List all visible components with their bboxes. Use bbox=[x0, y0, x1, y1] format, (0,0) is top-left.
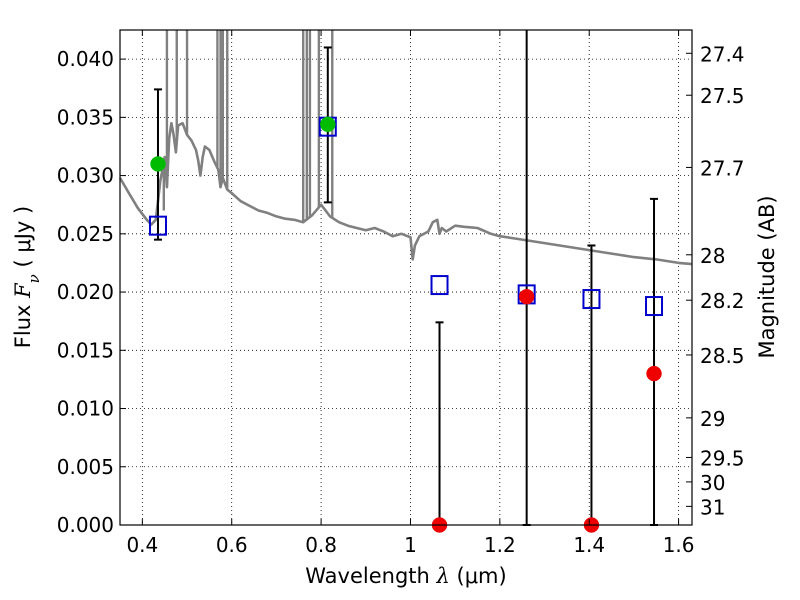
mag-tick-label: 29.5 bbox=[700, 446, 745, 470]
y-tick-label: 0.030 bbox=[57, 164, 114, 188]
grid-layer bbox=[120, 30, 692, 526]
y-right-axis-label: Magnitude (AB) bbox=[755, 195, 779, 358]
x-tick-label: 1.6 bbox=[663, 533, 695, 557]
y-tick-label: 0.015 bbox=[57, 338, 114, 362]
flux-square-marker bbox=[645, 296, 664, 317]
mag-tick-label: 29 bbox=[700, 407, 725, 431]
model-spectrum bbox=[118, 30, 693, 266]
flux-circle-marker bbox=[320, 116, 336, 133]
x-tick-label: 1 bbox=[404, 533, 417, 557]
y-tick-label: 0.035 bbox=[57, 105, 114, 129]
y-axis-label: Flux Fν ( μJy ) bbox=[11, 206, 43, 348]
mag-tick-label: 28 bbox=[700, 244, 725, 268]
y-axis-label-symbol: F bbox=[11, 282, 35, 299]
model-spectrum-line bbox=[118, 121, 693, 266]
y-tick-label: 0.025 bbox=[57, 222, 114, 246]
tick-layer: 0.4 0.6 0.8 1 1.2 1.4 1.6 0.000 0.005 0.010 0.015 0… bbox=[57, 30, 745, 557]
y-axis-label-prefix: Flux bbox=[11, 298, 35, 348]
y-tick-label: 0.020 bbox=[57, 280, 114, 304]
flux-circle-marker bbox=[150, 156, 166, 172]
mag-tick-label: 30 bbox=[700, 471, 725, 495]
x-tick-label: 0.6 bbox=[216, 533, 248, 557]
x-tick-label: 1.2 bbox=[484, 533, 516, 557]
mag-tick-label: 27.5 bbox=[700, 84, 745, 108]
x-axis-label: Wavelength λ (μm) bbox=[305, 564, 506, 588]
y-axis-label-unit: ( μJy ) bbox=[11, 206, 35, 274]
flux-circle-marker bbox=[646, 365, 662, 382]
x-axis-label-symbol: λ bbox=[436, 564, 450, 588]
y-tick-label: 0.010 bbox=[57, 397, 114, 421]
x-axis-label-unit: (μm) bbox=[450, 564, 507, 588]
flux-circle-marker bbox=[518, 288, 535, 305]
flux-square-marker bbox=[430, 275, 449, 296]
y-tick-label: 0.005 bbox=[57, 455, 114, 479]
mag-tick-label: 27.7 bbox=[700, 156, 745, 180]
plot-frame bbox=[119, 29, 693, 526]
mag-tick-label: 28.5 bbox=[700, 344, 745, 368]
flux-square-marker bbox=[148, 215, 167, 236]
y-tick-label: 0.040 bbox=[57, 47, 114, 71]
x-tick-label: 0.8 bbox=[305, 533, 337, 557]
error-bars bbox=[153, 30, 659, 526]
y-tick-label: 0.000 bbox=[57, 513, 114, 537]
x-tick-label: 1.4 bbox=[573, 533, 605, 557]
mag-tick-label: 27.4 bbox=[700, 42, 745, 66]
x-tick-label: 0.4 bbox=[126, 533, 158, 557]
y-axis-label-subscript: ν bbox=[25, 274, 43, 283]
mag-tick-label: 31 bbox=[700, 495, 725, 519]
x-axis-label-prefix: Wavelength bbox=[305, 564, 436, 588]
flux-square-marker bbox=[582, 289, 601, 310]
mag-tick-label: 28.2 bbox=[700, 289, 745, 313]
